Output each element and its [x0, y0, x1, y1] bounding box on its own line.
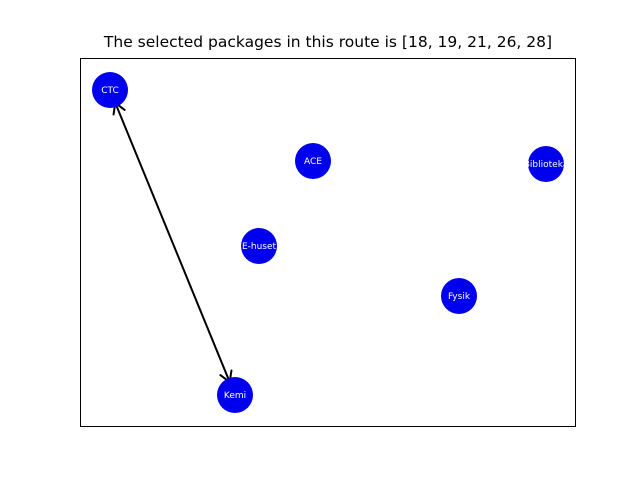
plot-frame	[80, 58, 576, 427]
node-circle-fysik	[441, 278, 477, 314]
node-ehuset: E-huset	[241, 228, 277, 264]
node-circle-ehuset	[241, 228, 277, 264]
node-label-ctc: CTC	[101, 86, 119, 96]
node-kemi: Kemi	[217, 377, 253, 413]
edge-layer	[112, 101, 233, 384]
chart-title: The selected packages in this route is […	[103, 33, 553, 51]
node-layer: CTC ACE Biblioteka E-huset Fysik Kemi	[92, 72, 568, 413]
node-label-ace: ACE	[304, 157, 322, 167]
node-label-bibliotek: Biblioteka	[524, 160, 569, 170]
node-ctc: CTC	[92, 72, 128, 108]
node-label-kemi: Kemi	[224, 391, 246, 401]
edge-ctc-kemi	[114, 102, 231, 383]
node-fysik: Fysik	[441, 278, 477, 314]
node-label-ehuset: E-huset	[242, 242, 277, 252]
node-label-fysik: Fysik	[448, 292, 471, 302]
node-circle-ace	[295, 143, 331, 179]
node-circle-ctc	[92, 72, 128, 108]
node-bibliotek: Biblioteka	[524, 146, 569, 182]
node-circle-kemi	[217, 377, 253, 413]
node-circle-bibliotek	[528, 146, 564, 182]
node-ace: ACE	[295, 143, 331, 179]
